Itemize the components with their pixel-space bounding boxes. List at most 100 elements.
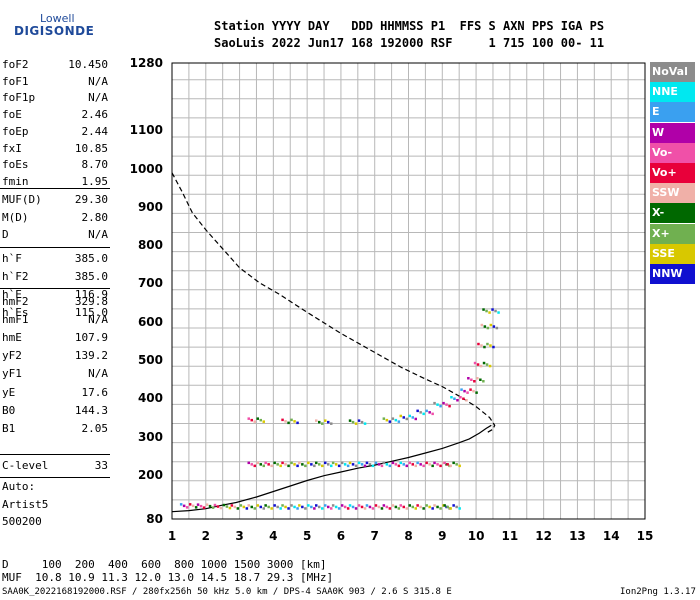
data-point (301, 505, 304, 509)
auto-artist: Artist5 (2, 498, 49, 511)
data-point (247, 461, 250, 465)
data-point (310, 505, 313, 509)
data-point (354, 422, 358, 425)
data-point (411, 505, 414, 509)
param-value: N/A (88, 313, 108, 327)
data-point (397, 507, 401, 510)
data-point (377, 505, 381, 509)
data-point (264, 504, 267, 507)
data-point (425, 504, 428, 507)
data-point (425, 409, 428, 413)
param-m-d: M(D) 2.80 (2, 208, 108, 227)
data-point (346, 507, 350, 510)
x-tick-label: 14 (603, 529, 620, 543)
data-point (397, 420, 401, 423)
data-point (270, 464, 273, 468)
data-point (402, 416, 405, 419)
x-tick-label: 1 (168, 529, 176, 543)
param-name: B1 (2, 421, 16, 435)
data-point (191, 504, 195, 508)
data-point (185, 506, 189, 509)
legend-xminus: X- (650, 203, 695, 224)
y-tick-label: 900 (138, 200, 163, 214)
y-tick-label: 800 (138, 238, 163, 252)
data-point (230, 504, 234, 507)
data-point (250, 418, 253, 422)
data-point (408, 461, 411, 465)
data-point (465, 399, 468, 402)
data-point (405, 417, 408, 421)
param-value: 385.0 (74, 252, 108, 265)
data-point (296, 507, 299, 510)
data-point (408, 414, 411, 418)
data-point (208, 504, 212, 508)
data-point (473, 380, 476, 383)
data-point (331, 504, 335, 507)
data-point (380, 507, 384, 510)
x-tick-label: 3 (235, 529, 243, 543)
data-point (433, 401, 436, 405)
data-point (348, 504, 352, 507)
param-name: foE (2, 108, 22, 122)
data-point (199, 504, 203, 508)
data-point (436, 505, 439, 509)
param-value: N/A (88, 74, 108, 88)
data-point (475, 391, 478, 394)
data-point (388, 464, 392, 468)
param-value: 1.95 (81, 174, 109, 188)
data-point (290, 461, 293, 465)
data-point (256, 461, 259, 465)
legend-w: W (650, 122, 695, 143)
data-point (348, 419, 352, 422)
data-point (428, 411, 431, 414)
y-tick-label: 1100 (130, 123, 163, 137)
param-foep: foEp 2.44 (2, 122, 108, 141)
data-point (368, 505, 372, 509)
data-point (469, 388, 472, 391)
data-point (388, 507, 392, 510)
param-value: 385.0 (74, 270, 108, 283)
data-point (455, 463, 458, 466)
data-point (354, 464, 358, 468)
data-point (293, 505, 296, 509)
data-point (327, 505, 330, 509)
param-value: 2.46 (81, 108, 109, 122)
data-point (458, 507, 461, 510)
data-point (449, 507, 452, 510)
data-point (419, 505, 422, 509)
data-point (262, 507, 265, 510)
data-point (422, 412, 425, 416)
data-point (216, 505, 220, 508)
x-tick-label: 7 (371, 529, 379, 543)
footer-muf-line: MUF 10.8 10.9 11.3 12.0 13.0 14.5 18.7 2… (2, 571, 334, 584)
data-point (357, 419, 361, 422)
param-value: 2.44 (81, 124, 109, 138)
data-point (318, 505, 321, 509)
data-point (382, 504, 386, 507)
x-tick-label: 12 (535, 529, 552, 543)
data-point (368, 463, 372, 466)
data-point (414, 417, 417, 421)
data-point (357, 461, 361, 465)
data-point (363, 464, 367, 468)
data-point (374, 504, 378, 507)
data-point (455, 505, 458, 509)
x-tick-label: 9 (438, 529, 446, 543)
data-point (296, 421, 299, 425)
param-name: h`F (2, 252, 22, 265)
legend-nnw: NNW (650, 264, 695, 284)
param-fof2: foF2 10.450 (2, 55, 108, 74)
data-point (414, 464, 417, 468)
param-name: yE (2, 385, 16, 399)
data-point (480, 344, 483, 347)
data-point (470, 378, 473, 381)
data-point (391, 417, 395, 420)
data-point (324, 419, 327, 422)
data-point (416, 461, 419, 465)
y-tick-label: 400 (138, 391, 163, 405)
data-point (399, 504, 402, 507)
params-divider-4 (0, 454, 110, 455)
y-tick-label: 200 (138, 468, 163, 482)
data-point (264, 461, 267, 465)
param-name: h`F2 (2, 270, 29, 283)
